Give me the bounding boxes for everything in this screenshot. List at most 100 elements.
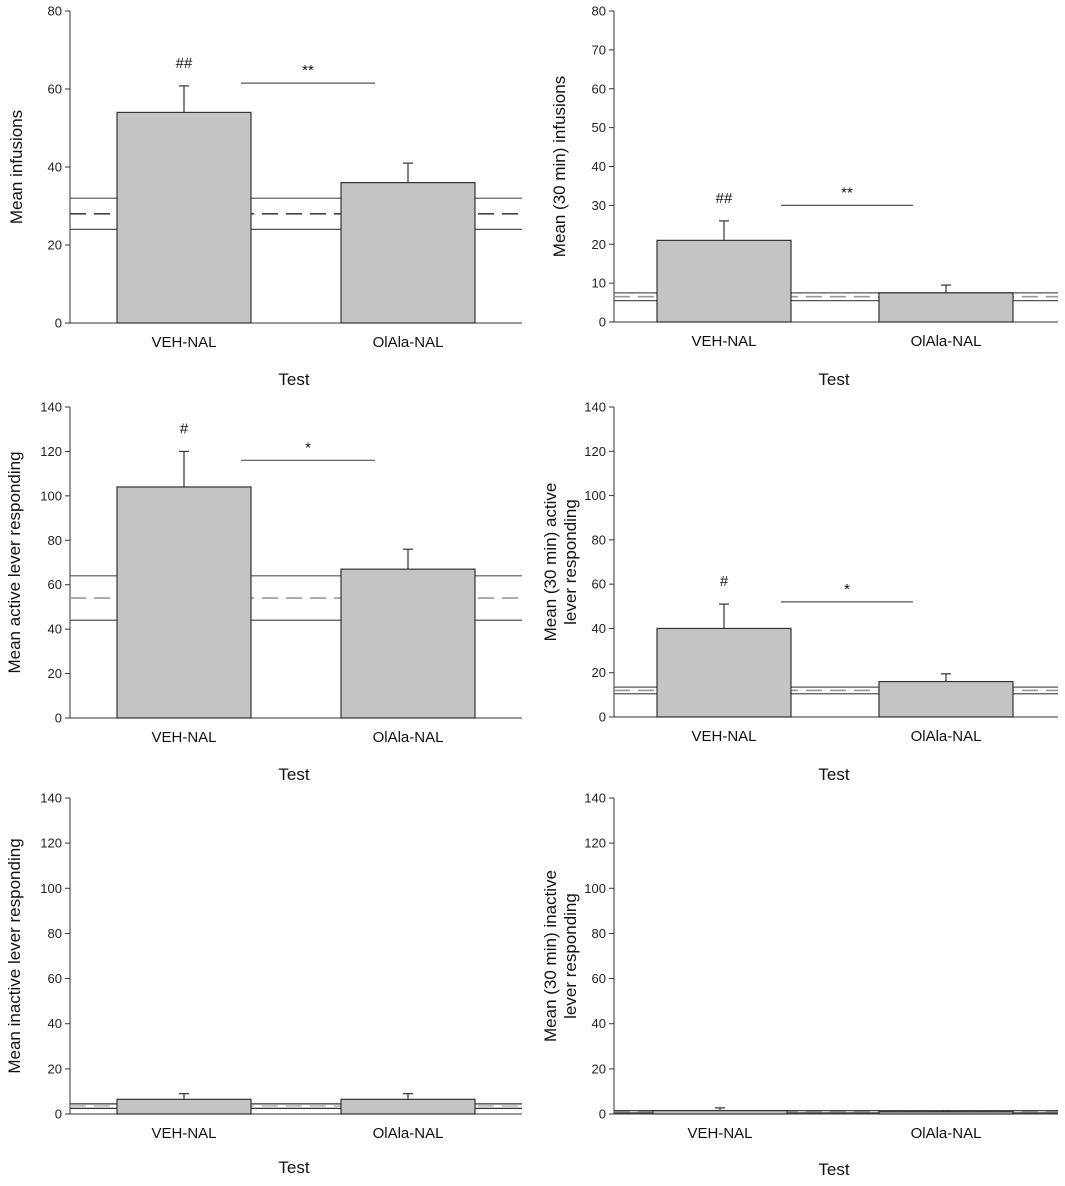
y-axis-title: Mean (30 min) infusions xyxy=(550,76,569,257)
x-axis-title: Test xyxy=(278,1158,309,1177)
y-tick-label: 80 xyxy=(48,4,62,19)
y-tick-label: 40 xyxy=(592,1016,606,1031)
y-tick-label: 0 xyxy=(55,316,62,331)
category-label: VEH-NAL xyxy=(691,728,756,745)
y-tick-label: 100 xyxy=(584,488,606,503)
category-label: VEH-NAL xyxy=(687,1125,752,1142)
y-tick-label: 120 xyxy=(584,836,606,851)
x-axis-title: Test xyxy=(278,765,309,784)
y-axis-title: Mean (30 min) activelever responding xyxy=(541,483,580,642)
y-tick-label: 40 xyxy=(48,1016,62,1031)
category-label: VEH-NAL xyxy=(151,334,216,351)
bar xyxy=(116,486,252,719)
x-axis-title: Test xyxy=(818,370,849,389)
y-tick-label: 20 xyxy=(592,1061,606,1076)
y-tick-label: 70 xyxy=(592,42,606,57)
y-tick-label: 140 xyxy=(584,791,606,806)
y-tick-label: 40 xyxy=(592,159,606,174)
chart-panel-1: 0 20 40 60 80 VEH-NAL ## OlAla-NAL ** Test Mean in… xyxy=(7,4,522,389)
y-tick-label: 120 xyxy=(584,444,606,459)
y-tick-label: 40 xyxy=(48,622,62,637)
category-label: OlAla-NAL xyxy=(373,1125,444,1142)
y-tick-label: 50 xyxy=(592,120,606,135)
significance-mark: # xyxy=(180,420,189,437)
x-axis-title: Test xyxy=(278,370,309,389)
y-tick-label: 20 xyxy=(48,1061,62,1076)
category-label: VEH-NAL xyxy=(151,1125,216,1142)
category-label: OlAla-NAL xyxy=(911,728,982,745)
y-tick-label: 60 xyxy=(48,971,62,986)
y-tick-label: 80 xyxy=(592,926,606,941)
bar xyxy=(652,1110,788,1115)
y-tick-label: 30 xyxy=(592,198,606,213)
bar xyxy=(656,239,792,323)
x-axis-title: Test xyxy=(818,1160,849,1179)
y-tick-label: 0 xyxy=(599,710,606,725)
bar xyxy=(878,680,1014,718)
chart-panel-4: 0 20 40 60 80 100 120 140 VEH-NAL # OlAla-NAL * Test… xyxy=(541,400,1058,784)
y-tick-label: 140 xyxy=(40,791,62,806)
y-tick-label: 80 xyxy=(592,532,606,547)
category-label: OlAla-NAL xyxy=(911,1125,982,1142)
comparison-label: ** xyxy=(841,184,853,201)
y-tick-label: 140 xyxy=(584,400,606,415)
y-axis-title: Mean (30 min) inactivelever responding xyxy=(541,870,580,1042)
y-tick-label: 20 xyxy=(592,665,606,680)
chart-panel-6: 0 20 40 60 80 100 120 140 VEH-NAL OlAla-NAL Test Me… xyxy=(541,791,1058,1179)
y-tick-label: 60 xyxy=(48,82,62,97)
category-label: OlAla-NAL xyxy=(373,334,444,351)
chart-panel-5: 0 20 40 60 80 100 120 140 VEH-NAL OlAla-NAL Test Me… xyxy=(5,791,522,1177)
y-axis-title-line: lever responding xyxy=(561,499,580,625)
bar xyxy=(340,182,476,324)
y-axis-title-line: Mean (30 min) inactive xyxy=(541,870,560,1042)
y-tick-label: 60 xyxy=(592,971,606,986)
y-tick-label: 80 xyxy=(48,926,62,941)
y-tick-label: 40 xyxy=(592,621,606,636)
y-axis-title: Mean infusions xyxy=(7,110,26,224)
y-tick-label: 60 xyxy=(592,81,606,96)
significance-mark: # xyxy=(720,573,729,590)
y-tick-label: 80 xyxy=(592,4,606,19)
bar xyxy=(878,292,1014,323)
chart-panel-2: 0 10 20 30 40 50 60 70 80 VEH-NAL ## OlAla-NAL ** Tes… xyxy=(550,4,1058,389)
bar xyxy=(656,627,792,718)
significance-mark: ## xyxy=(176,55,193,72)
y-tick-label: 120 xyxy=(40,444,62,459)
category-label: VEH-NAL xyxy=(691,333,756,350)
y-axis-title: Mean active lever responding xyxy=(5,451,24,673)
y-tick-label: 120 xyxy=(40,836,62,851)
y-tick-label: 20 xyxy=(48,238,62,253)
y-tick-label: 0 xyxy=(599,315,606,330)
y-tick-label: 0 xyxy=(55,711,62,726)
y-tick-label: 80 xyxy=(48,533,62,548)
y-tick-label: 20 xyxy=(592,237,606,252)
category-label: OlAla-NAL xyxy=(911,333,982,350)
y-tick-label: 0 xyxy=(55,1107,62,1122)
x-axis-title: Test xyxy=(818,765,849,784)
y-tick-label: 10 xyxy=(592,276,606,291)
y-tick-label: 100 xyxy=(40,488,62,503)
y-axis-title-line: lever responding xyxy=(561,893,580,1019)
y-axis-title: Mean inactive lever responding xyxy=(5,838,24,1073)
chart-panel-3: 0 20 40 60 80 100 120 140 VEH-NAL # OlAla-NAL * Test… xyxy=(5,400,522,784)
y-tick-label: 100 xyxy=(40,881,62,896)
y-tick-label: 20 xyxy=(48,666,62,681)
bar xyxy=(340,568,476,719)
y-tick-label: 100 xyxy=(584,881,606,896)
y-axis-title-line: Mean (30 min) active xyxy=(541,483,560,642)
y-tick-label: 140 xyxy=(40,400,62,415)
bar xyxy=(878,1111,1014,1115)
significance-mark: ## xyxy=(716,190,733,207)
y-tick-label: 60 xyxy=(592,577,606,592)
bar xyxy=(116,1098,252,1115)
bar xyxy=(116,111,252,324)
y-tick-label: 60 xyxy=(48,577,62,592)
bar xyxy=(340,1098,476,1115)
y-tick-label: 0 xyxy=(599,1107,606,1122)
y-tick-label: 40 xyxy=(48,160,62,175)
comparison-label: * xyxy=(305,439,311,456)
comparison-label: * xyxy=(844,581,850,598)
category-label: OlAla-NAL xyxy=(373,729,444,746)
comparison-label: ** xyxy=(302,62,314,79)
